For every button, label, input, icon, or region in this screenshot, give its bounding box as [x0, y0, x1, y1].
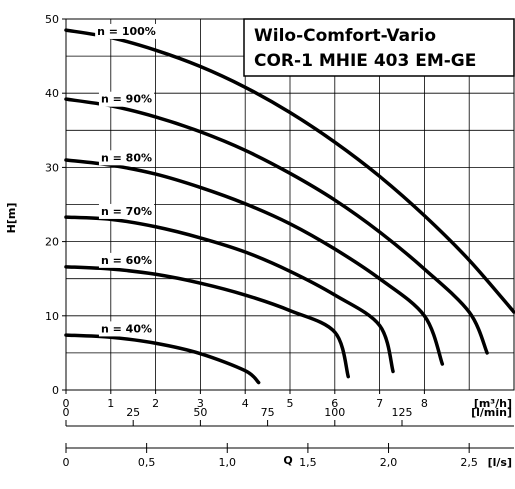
- curve-label-4: n = 70%: [101, 205, 152, 218]
- x-tick-label: 75: [261, 406, 275, 419]
- y-axis-label: H[m]: [5, 203, 18, 234]
- title-box: Wilo-Comfort-Vario COR-1 MHIE 403 EM-GE: [243, 18, 515, 77]
- x-tick-label: 1: [107, 397, 114, 410]
- pump-curve-3: [64, 158, 445, 366]
- y-tick-label: 10: [45, 310, 59, 323]
- curve-label-1: n = 100%: [97, 25, 156, 38]
- pump-curve-2: [64, 97, 489, 355]
- pump-curves: [64, 28, 515, 385]
- x-axis-unit-3: [l/s]: [488, 456, 512, 469]
- x-tick-label: 2,5: [460, 456, 478, 469]
- y-tick-label: 50: [45, 13, 59, 26]
- y-tick-label: 30: [45, 161, 59, 174]
- curve-labels: n = 100% n = 90% n = 80% n = 70% n = 60% n = …: [95, 23, 158, 337]
- x-tick-label: 7: [376, 397, 383, 410]
- curve-label-3: n = 80%: [101, 151, 152, 164]
- pump-curve-6: [64, 333, 261, 385]
- title-line-1: Wilo-Comfort-Vario: [254, 26, 436, 46]
- x-tick-label: 50: [193, 406, 207, 419]
- x-tick-label: 2,0: [380, 456, 398, 469]
- pump-curve-4: [64, 215, 395, 374]
- curve-label-backdrop: [98, 91, 155, 107]
- x-tick-label: 125: [391, 406, 412, 419]
- x-tick-label: 8: [421, 397, 428, 410]
- curve-label-backdrop: [98, 252, 155, 268]
- y-tick-label: 0: [52, 384, 59, 397]
- x-tick-label: 25: [126, 406, 140, 419]
- curve-label-backdrop: [98, 150, 155, 166]
- x-axes: 0 1 2 3 4 5 6 7 8 [m³/h] 0 25 50 75 100 125 [l/min] 0 0,5 1…: [63, 390, 514, 469]
- title-box-frame: [243, 18, 515, 77]
- x-tick-label: 0: [63, 397, 70, 410]
- curve-label-backdrop: [98, 203, 155, 219]
- y-axis-ticks: 0 10 20 30 40 50: [45, 13, 66, 397]
- x-tick-label: 3: [197, 397, 204, 410]
- x-tick-label: 1,0: [219, 456, 237, 469]
- curve-label-5: n = 60%: [101, 254, 152, 267]
- x-axis-label: Q: [283, 454, 292, 467]
- x-tick-label: 2: [152, 397, 159, 410]
- x-axis-unit-2: [l/min]: [471, 406, 512, 419]
- curve-label-6: n = 40%: [101, 322, 152, 335]
- x-axis-unit-1: [m³/h]: [474, 397, 512, 410]
- x-tick-label: 5: [287, 397, 294, 410]
- x-tick-label: 100: [324, 406, 345, 419]
- y-tick-label: 20: [45, 236, 59, 249]
- pump-curve-5: [64, 265, 350, 379]
- title-line-2: COR-1 MHIE 403 EM-GE: [254, 51, 476, 71]
- curve-label-backdrop: [98, 321, 155, 337]
- y-tick-label: 40: [45, 87, 59, 100]
- x-tick-label: 1,5: [299, 456, 317, 469]
- curve-label-backdrop: [95, 23, 158, 39]
- curve-label-2: n = 90%: [101, 93, 152, 106]
- x-tick-label: 0: [63, 456, 70, 469]
- x-tick-label: 6: [331, 397, 338, 410]
- x-tick-label: 0: [63, 406, 70, 419]
- pump-curve-1: [64, 28, 515, 314]
- x-tick-label: 0,5: [138, 456, 156, 469]
- x-tick-label: 4: [242, 397, 249, 410]
